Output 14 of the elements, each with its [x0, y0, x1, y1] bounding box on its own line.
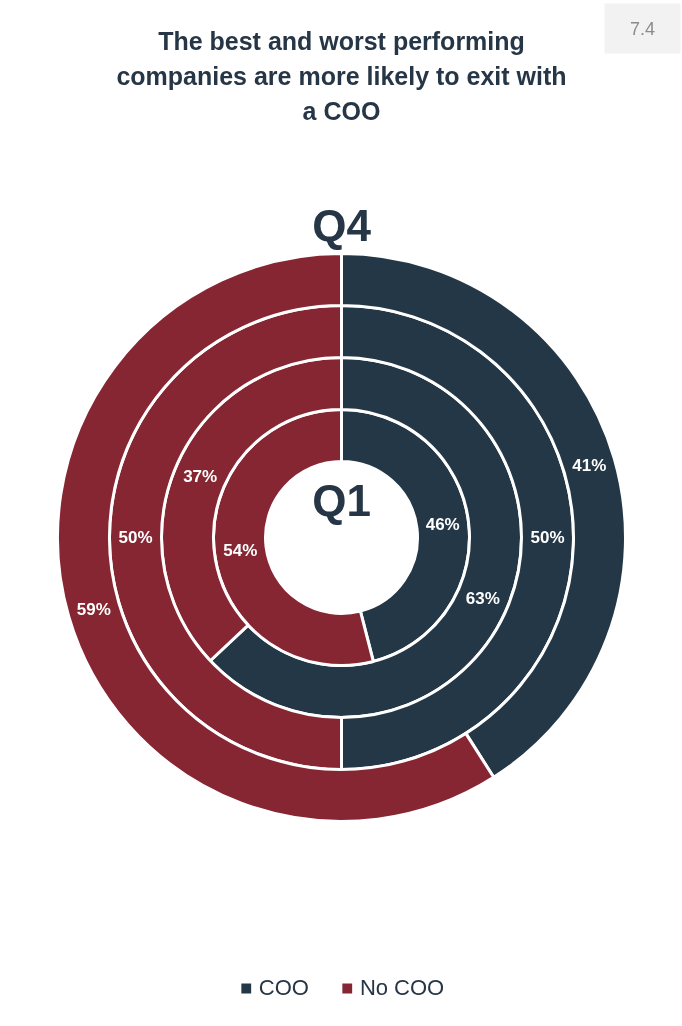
slice-label: Q4	[312, 201, 372, 250]
data-label: 41%	[572, 456, 607, 476]
legend-label: No COO	[359, 975, 445, 1001]
chart-title: The best and worst performing companies are more likely to exit with a COO	[116, 26, 567, 125]
data-label: 63%	[465, 589, 500, 609]
data-label: 50%	[530, 528, 565, 547]
data-label: 54%	[223, 540, 258, 560]
data-label: 59%	[76, 599, 111, 619]
slice-label: Q1	[312, 476, 371, 525]
data-label: 37%	[183, 466, 218, 486]
legend-label: COO	[258, 975, 309, 1001]
data-label: 46%	[425, 515, 460, 535]
data-label: 50%	[118, 528, 153, 547]
text: 7.4	[629, 19, 656, 39]
